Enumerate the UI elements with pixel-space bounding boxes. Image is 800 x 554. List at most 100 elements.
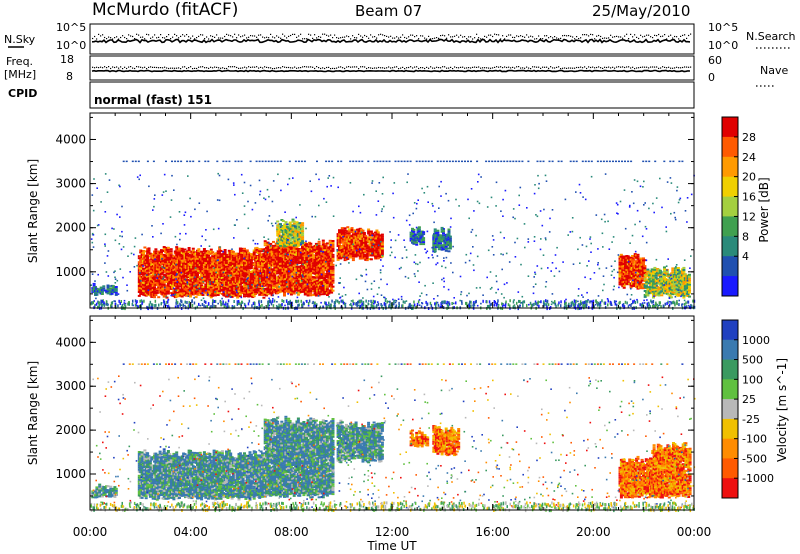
echo-cell — [301, 264, 304, 267]
nsearch-trace — [152, 36, 154, 38]
echo-cell — [433, 250, 437, 253]
nsearch-trace — [488, 34, 490, 36]
echo-cell — [277, 287, 281, 290]
nsearch-trace — [604, 37, 606, 39]
echo-cell — [676, 267, 680, 269]
echo-cell — [213, 294, 217, 297]
echo-cell — [196, 257, 199, 260]
echo-cell — [290, 237, 294, 240]
nave-trace — [426, 66, 428, 68]
echo-cell — [230, 293, 234, 296]
nave-trace — [466, 67, 468, 69]
echo-cell — [247, 251, 251, 254]
nsearch-trace — [270, 33, 272, 35]
echo-cell — [172, 281, 176, 283]
echo-cell — [375, 229, 379, 232]
nsearch-trace — [240, 36, 242, 38]
echo-cell — [297, 228, 300, 231]
echo-cell — [330, 261, 334, 264]
echo-cell — [306, 294, 310, 297]
echo-cell — [243, 247, 246, 250]
echo-cell — [160, 251, 163, 253]
echo-cell — [261, 250, 264, 253]
echo-cell — [103, 289, 107, 292]
nave-trace — [218, 67, 220, 69]
echo-cell — [223, 276, 227, 279]
echo-cell — [178, 285, 181, 288]
nsearch-trace — [674, 35, 676, 38]
echo-cell — [109, 287, 113, 290]
echo-cell — [319, 285, 322, 288]
nsearch-trace — [220, 37, 222, 39]
echo-cell — [173, 290, 177, 293]
echo-cell — [266, 247, 270, 250]
echo-cell — [218, 264, 222, 267]
nsearch-trace — [558, 38, 560, 40]
nsearch-trace — [292, 33, 294, 35]
nave-trace — [504, 66, 506, 68]
nsearch-trace — [572, 36, 574, 38]
echo-cell — [160, 272, 163, 275]
nsearch-trace — [230, 35, 232, 37]
nsearch-trace — [290, 34, 292, 37]
echo-cell — [380, 241, 384, 244]
echo-cell — [157, 296, 161, 299]
echo-cell — [182, 250, 186, 253]
nave-trace — [360, 66, 362, 68]
nsearch-trace — [680, 35, 682, 37]
nave-trace — [668, 66, 670, 68]
nave-trace — [434, 67, 436, 69]
nsearch-trace — [198, 35, 200, 37]
nave-trace — [590, 66, 592, 69]
echo-cell — [292, 222, 296, 225]
beam-title: Beam 07 — [355, 2, 422, 20]
echo-cell — [172, 259, 176, 262]
nave-trace — [514, 67, 516, 69]
echo-cell — [321, 267, 325, 270]
echo-cell — [207, 284, 210, 287]
nsearch-trace — [156, 37, 158, 39]
echo-cell — [201, 252, 205, 255]
echo-cell — [380, 245, 384, 248]
nsearch-trace — [238, 34, 240, 36]
echo-cell — [331, 267, 335, 270]
echo-cell — [240, 247, 244, 250]
nave-trace — [508, 66, 510, 68]
nave-trace — [666, 67, 668, 69]
nave-trace — [596, 66, 598, 69]
echo-cell — [196, 273, 199, 276]
echo-cell — [143, 246, 147, 249]
echo-cell — [380, 233, 384, 236]
echo-cell — [287, 241, 291, 244]
nave-trace — [484, 67, 486, 69]
nsearch-trace — [132, 35, 134, 38]
nave-trace — [176, 67, 178, 69]
echo-cell — [646, 268, 650, 271]
echo-cell — [234, 254, 238, 257]
echo-cell — [372, 234, 376, 237]
nave-trace — [366, 67, 368, 70]
echo-cell — [154, 258, 158, 261]
nsearch-trace — [632, 36, 634, 38]
echo-cell — [225, 295, 228, 298]
echo-cell — [155, 291, 159, 294]
echo-cell — [279, 244, 282, 247]
nave-trace — [220, 67, 222, 69]
nave-trace — [142, 67, 144, 69]
nave-trace — [162, 67, 164, 69]
echo-cell — [292, 290, 296, 293]
echo-cell — [331, 279, 335, 282]
nsearch-trace — [376, 37, 378, 39]
echo-cell — [297, 244, 300, 247]
nsearch-trace — [652, 37, 654, 39]
echo-cell — [216, 294, 220, 296]
echo-cell — [301, 236, 305, 239]
nave-trace — [276, 67, 278, 69]
echo-cell — [205, 252, 209, 255]
echo-cell — [247, 265, 251, 268]
nsearch-trace — [502, 35, 504, 37]
echo-cell — [160, 253, 163, 255]
echo-cell — [665, 270, 669, 273]
nsearch-trace — [430, 38, 432, 40]
nsearch-trace — [334, 34, 336, 36]
